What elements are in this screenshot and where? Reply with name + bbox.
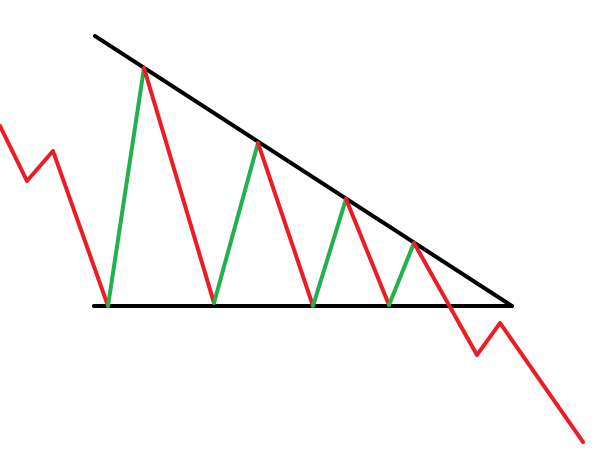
up-leg-2 (212, 141, 260, 305)
up-leg-1 (106, 66, 146, 308)
up-leg-3 (311, 197, 348, 308)
descending-resistance-line (93, 34, 514, 308)
breakdown-path (412, 241, 585, 444)
down-leg-3 (344, 197, 391, 307)
down-leg-1 (142, 66, 216, 305)
prior-downtrend-path (0, 124, 110, 308)
up-leg-4 (387, 241, 416, 307)
down-leg-2 (256, 141, 315, 308)
